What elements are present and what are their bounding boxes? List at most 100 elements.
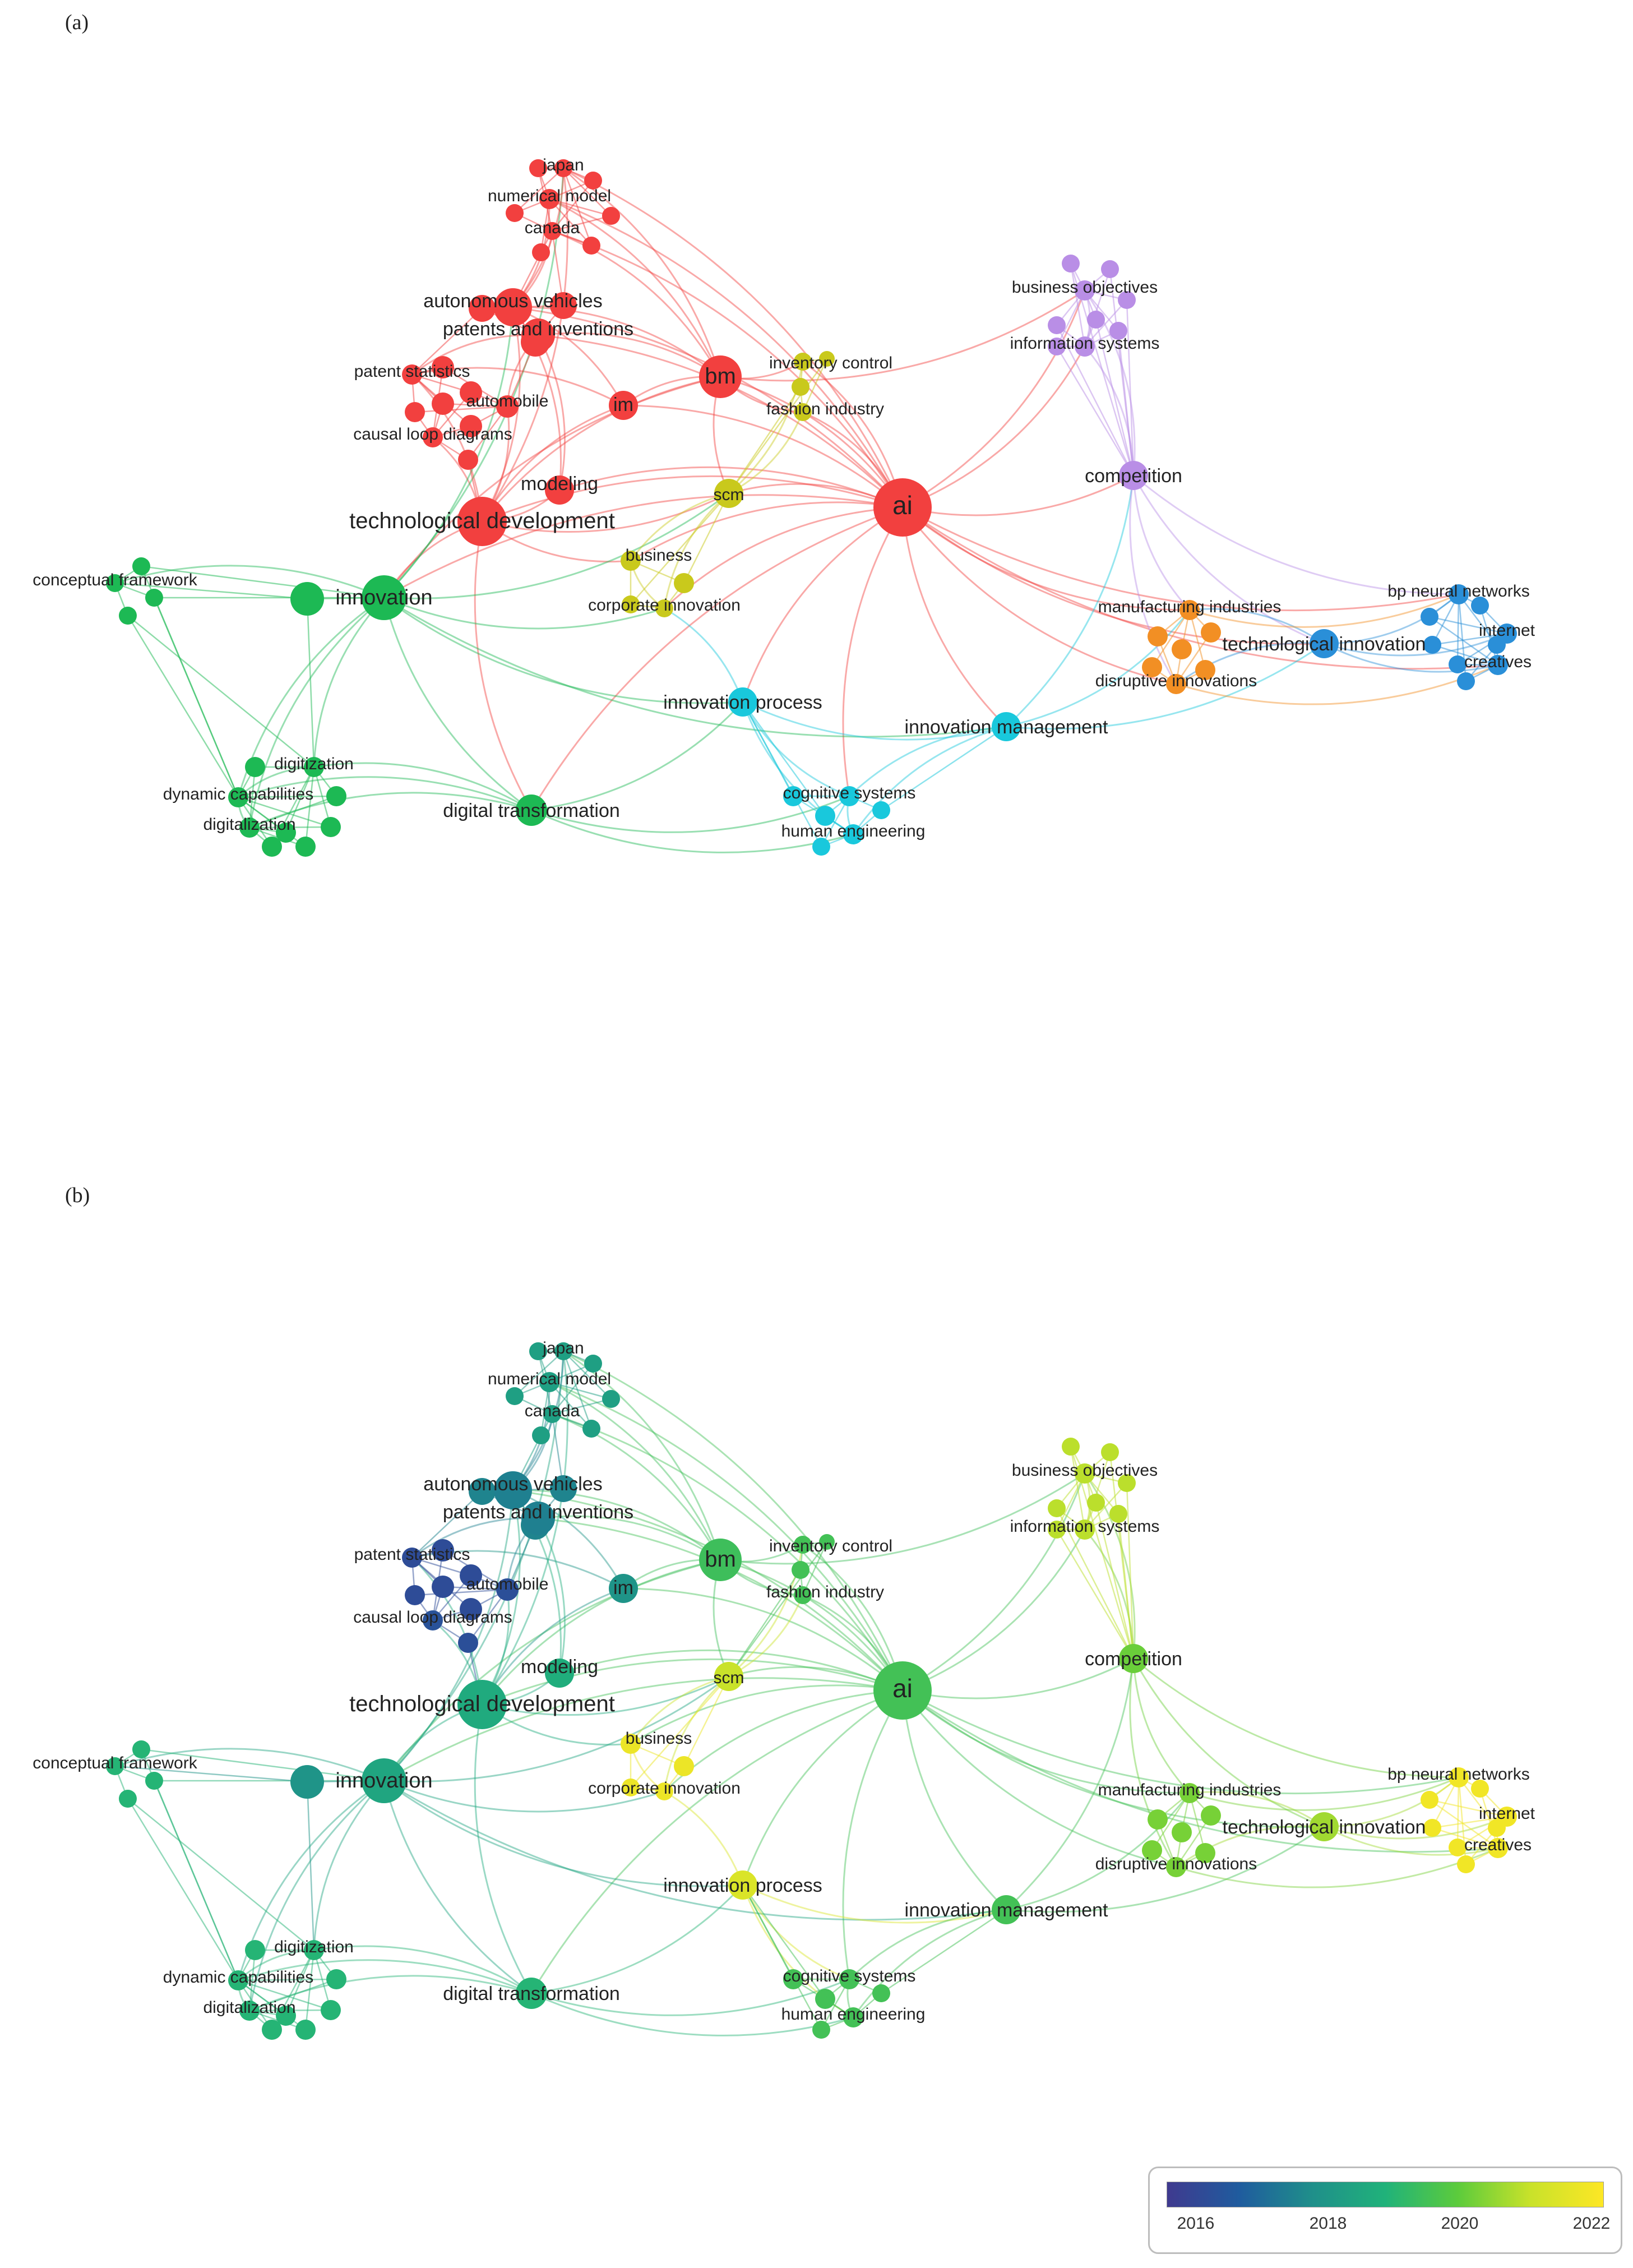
keyword-node-unlabeled [582,237,600,255]
edge-ai-canada [552,1413,904,1691]
edges [114,167,1507,853]
edge-satellite [306,1781,315,1951]
edge-satellite [127,1798,239,1981]
keyword-node-unlabeled [132,557,150,575]
edge-ai-business_objectives [902,1473,1086,1692]
edge-competition-technological_innovation [1132,1658,1325,1828]
edge-satellite [1084,269,1111,347]
edge-ai-competition [902,474,1134,516]
panel-a-letter: (a) [65,11,89,34]
label-autonomous-vehicles: autonomous vehicles [423,1473,602,1495]
edge-ai-digital_transformation [530,1689,903,1994]
edge-satellite [411,308,483,375]
node-scm [714,479,743,508]
label-creatives: creatives [1464,1836,1532,1854]
edge-modeling-patents_and_inventions [537,1518,566,1674]
edge-manufacturing_industries-bp_neural_networks [1189,1776,1459,1811]
edge-ai-cognitive_systems [842,1690,904,1980]
edge-ai-business_objectives [902,290,1086,509]
edge-digital_transformation-cognitive_systems [531,1978,850,2016]
edge-satellite [127,615,314,768]
edge-satellite [1456,1777,1460,1848]
keyword-node-unlabeled [1062,255,1080,272]
keyword-node-unlabeled [582,1420,600,1438]
edge-scm-business [630,1675,729,1744]
node-manufacturing-industries [1179,1783,1200,1803]
year-gradient-bar [1167,2182,1604,2207]
edge-technological_development-japan [481,1351,568,1705]
edge-satellite [1151,1793,1191,1851]
label-human-engineering: human engineering [781,822,926,840]
edge-innovation_management-cognitive_systems [848,1909,1007,1980]
edge-satellite [1456,594,1460,665]
edge-technological_development-autonomous_vehicles [481,307,521,522]
keyword-node-unlabeled [458,1633,478,1653]
edge-satellite [683,493,730,584]
node-digital-transformation [516,1978,547,2009]
edge-satellite [1117,330,1135,476]
edge-satellite [728,1541,828,1677]
edge-innovation-innovation_management [383,1780,1007,1921]
edge-innovation-innovation_process [383,1780,743,1887]
nodes [106,1342,1517,2040]
edge-ai-competition [902,1657,1134,1699]
keyword-node-unlabeled [1172,639,1192,659]
keyword-node-unlabeled [622,595,640,613]
keyword-node-unlabeled [602,1390,620,1408]
cluster-network-map: ai bm im technological development modeling a… [33,156,1535,857]
node-causal-loop-diagrams [423,1610,443,1630]
node-bm [699,355,742,398]
edge-im-autonomous_vehicles [512,1489,624,1589]
keyword-node-unlabeled [1172,1822,1192,1842]
edge-satellite [514,168,564,214]
keyword-node-unlabeled [1423,1819,1441,1837]
edge-satellite [238,1979,331,2011]
keyword-node-unlabeled [812,2021,830,2039]
node-conceptual-framework [106,574,124,592]
node-inventory-control [794,353,812,371]
edge-satellite [1432,632,1507,646]
panel-b-letter: (b) [65,1184,90,1207]
edge-innovation_management-human_engineering [852,1909,1007,2018]
edge-bm-technological_development [481,1559,721,1705]
label-internet: internet [1479,1804,1535,1823]
node-im [609,1574,638,1603]
edge-satellite [1056,325,1135,476]
keyword-node-unlabeled [1118,291,1136,309]
edge-satellite [1188,1793,1206,1854]
edge-technological_development-autonomous_vehicles [481,1490,521,1705]
label-dynamic-capabilities: dynamic capabilities [163,1968,313,1987]
edge-satellite [1056,290,1086,347]
node-canada [543,222,561,240]
edge-ai-innovation [383,1677,903,1782]
label-conceptual-framework: conceptual framework [33,1754,197,1772]
edge-innovation-digital_transformation [383,597,532,811]
label-fashion-industry: fashion industry [766,400,884,418]
edge-im-technological_development [481,404,624,522]
edge-ai-cognitive_systems [842,507,904,797]
keyword-node-unlabeled [532,243,550,261]
edge-satellite [306,598,315,768]
keyword-node-unlabeled [815,1989,835,2009]
node-competition [1119,1644,1148,1673]
edge-competition-disruptive_innovations [1129,1658,1177,1868]
edge-satellite [1429,616,1507,635]
label-digitalization: digitalization [203,1998,295,2017]
keyword-node-unlabeled [119,1790,137,1808]
node-innovation [362,1758,406,1803]
keyword-node-unlabeled [584,172,602,190]
keyword-node-unlabeled [1195,1843,1215,1863]
edge-satellite [562,168,593,246]
node-business-objectives [1075,1463,1095,1484]
edge-digital_transformation-innovation_process [531,701,744,811]
edge-ai-innovation_process [742,1689,903,1886]
edge-satellite [549,198,592,246]
node-numerical-model [539,189,559,209]
node-technological-innovation [1310,1812,1339,1841]
edge-ai-bm [720,1559,904,1691]
edge-satellite [313,766,332,828]
edge-innovation_process-innovation_management [742,701,1007,741]
label-im: im [613,1577,633,1599]
keyword-node-unlabeled [460,381,482,404]
edge-innovation-innovation_management [383,597,1007,738]
